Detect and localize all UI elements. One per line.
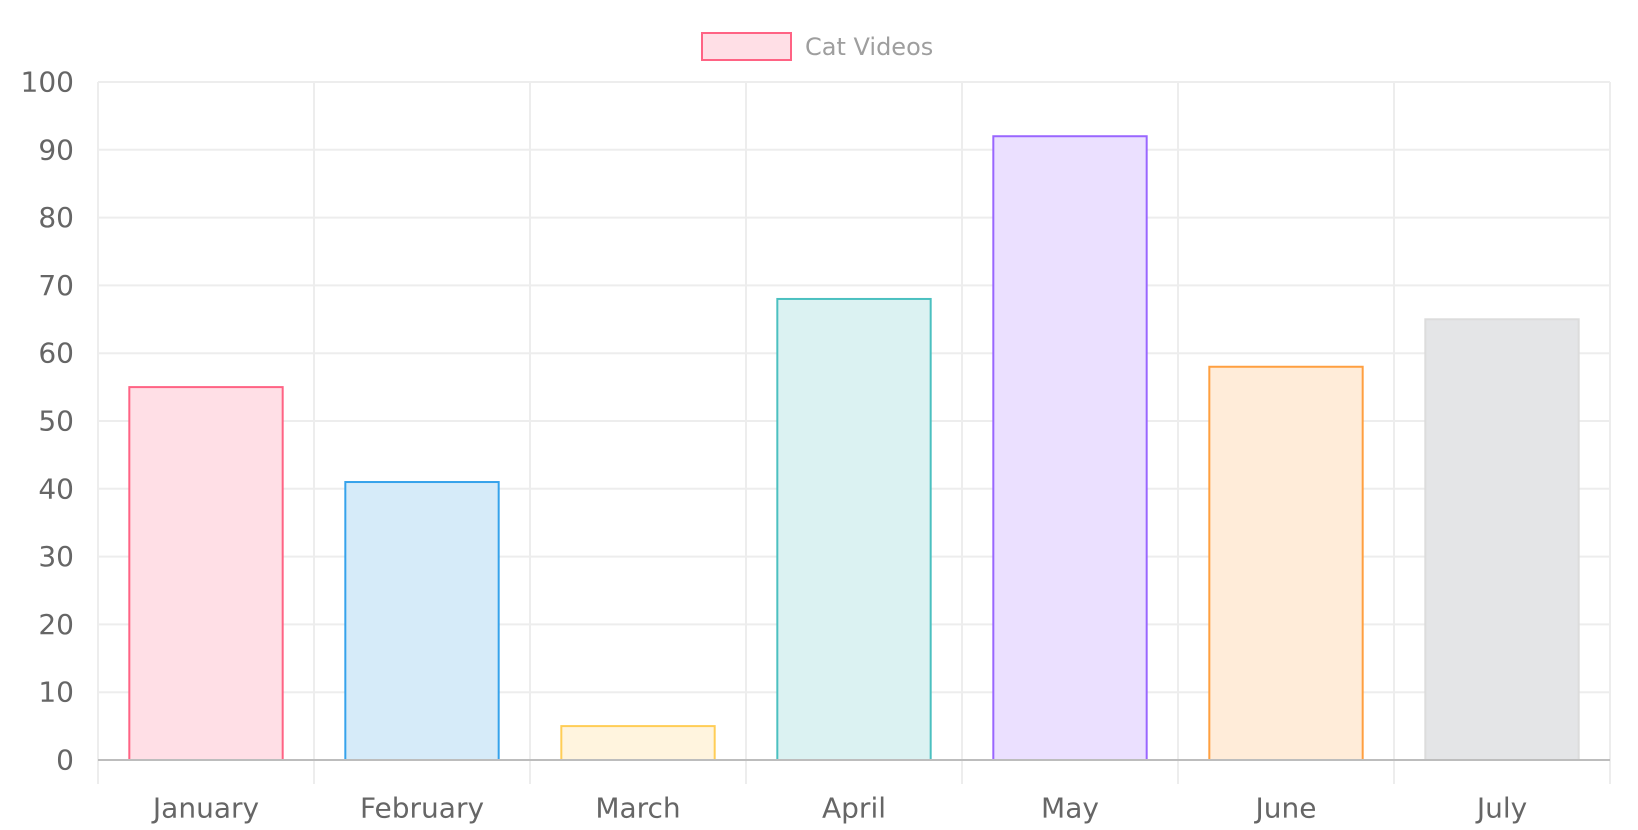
legend: Cat Videos <box>701 32 933 61</box>
y-tick-label: 100 <box>21 66 74 99</box>
bar[interactable] <box>560 725 716 761</box>
x-tick-label: March <box>595 792 680 825</box>
bar[interactable] <box>992 135 1148 762</box>
bar[interactable] <box>344 481 500 761</box>
legend-swatch <box>701 32 792 61</box>
x-tick-label: July <box>1475 792 1527 825</box>
bar[interactable] <box>1424 318 1580 761</box>
y-tick-label: 0 <box>56 744 74 777</box>
y-tick-label: 20 <box>38 608 74 641</box>
bars-layer <box>128 135 1580 762</box>
x-tick-label: February <box>360 792 484 825</box>
x-tick-label: January <box>151 792 259 825</box>
y-tick-label: 70 <box>38 269 74 302</box>
bar[interactable] <box>128 386 284 761</box>
bar[interactable] <box>776 297 932 761</box>
y-tick-label: 60 <box>38 337 74 370</box>
axis-layer: 0 10 20 30 40 50 60 70 80 90 100 January February Mar… <box>21 66 1610 825</box>
x-tick-label: June <box>1254 792 1317 825</box>
x-tick-label: May <box>1041 792 1099 825</box>
y-tick-label: 80 <box>38 201 74 234</box>
y-tick-label: 40 <box>38 472 74 505</box>
legend-label: Cat Videos <box>805 33 933 61</box>
y-tick-label: 90 <box>38 133 74 166</box>
y-tick-label: 30 <box>38 540 74 573</box>
x-tick-label: April <box>822 792 886 825</box>
y-tick-label: 10 <box>38 676 74 709</box>
y-tick-label: 50 <box>38 405 74 438</box>
bar[interactable] <box>1208 365 1364 761</box>
